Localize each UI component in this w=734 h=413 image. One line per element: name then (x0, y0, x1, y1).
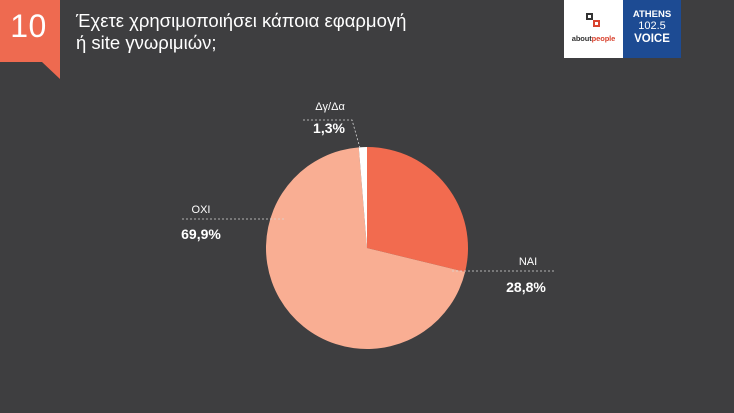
athens-logo-line-1: ATHENS (632, 9, 672, 20)
slice-name-label: ΝΑΙ (519, 256, 537, 268)
pie-slice-2 (265, 147, 466, 350)
aboutpeople-wordmark: aboutpeople (571, 34, 616, 43)
slice-value-label: 28,8% (506, 279, 546, 295)
question-line-1: Έχετε χρησιμοποιήσει κάποια εφαρμογή (76, 10, 407, 31)
question-number-badge (0, 0, 60, 79)
question-line-2: ή site γνωριμιών; (76, 32, 217, 53)
aboutpeople-mark-icon (586, 13, 600, 27)
slice-name-label: Δγ/Δα (315, 101, 345, 113)
athens-voice-logo: ATHENS 102.5 VOICE (623, 0, 681, 58)
pie-slice-1 (367, 147, 469, 272)
question-number: 10 (10, 8, 47, 44)
pie-slice-3 (358, 147, 367, 248)
slice-value-label: 69,9% (181, 226, 221, 242)
leader-line-3 (303, 119, 361, 149)
slice-name-label: ΟΧΙ (192, 204, 211, 216)
athens-logo-line-3: VOICE (634, 33, 670, 45)
aboutpeople-logo: aboutpeople (564, 0, 623, 58)
athens-logo-line-2: 102.5 (638, 20, 666, 32)
question-title: Έχετε χρησιμοποιήσει κάποια εφαρμογή ή s… (76, 10, 496, 54)
slice-value-label: 1,3% (313, 120, 345, 136)
